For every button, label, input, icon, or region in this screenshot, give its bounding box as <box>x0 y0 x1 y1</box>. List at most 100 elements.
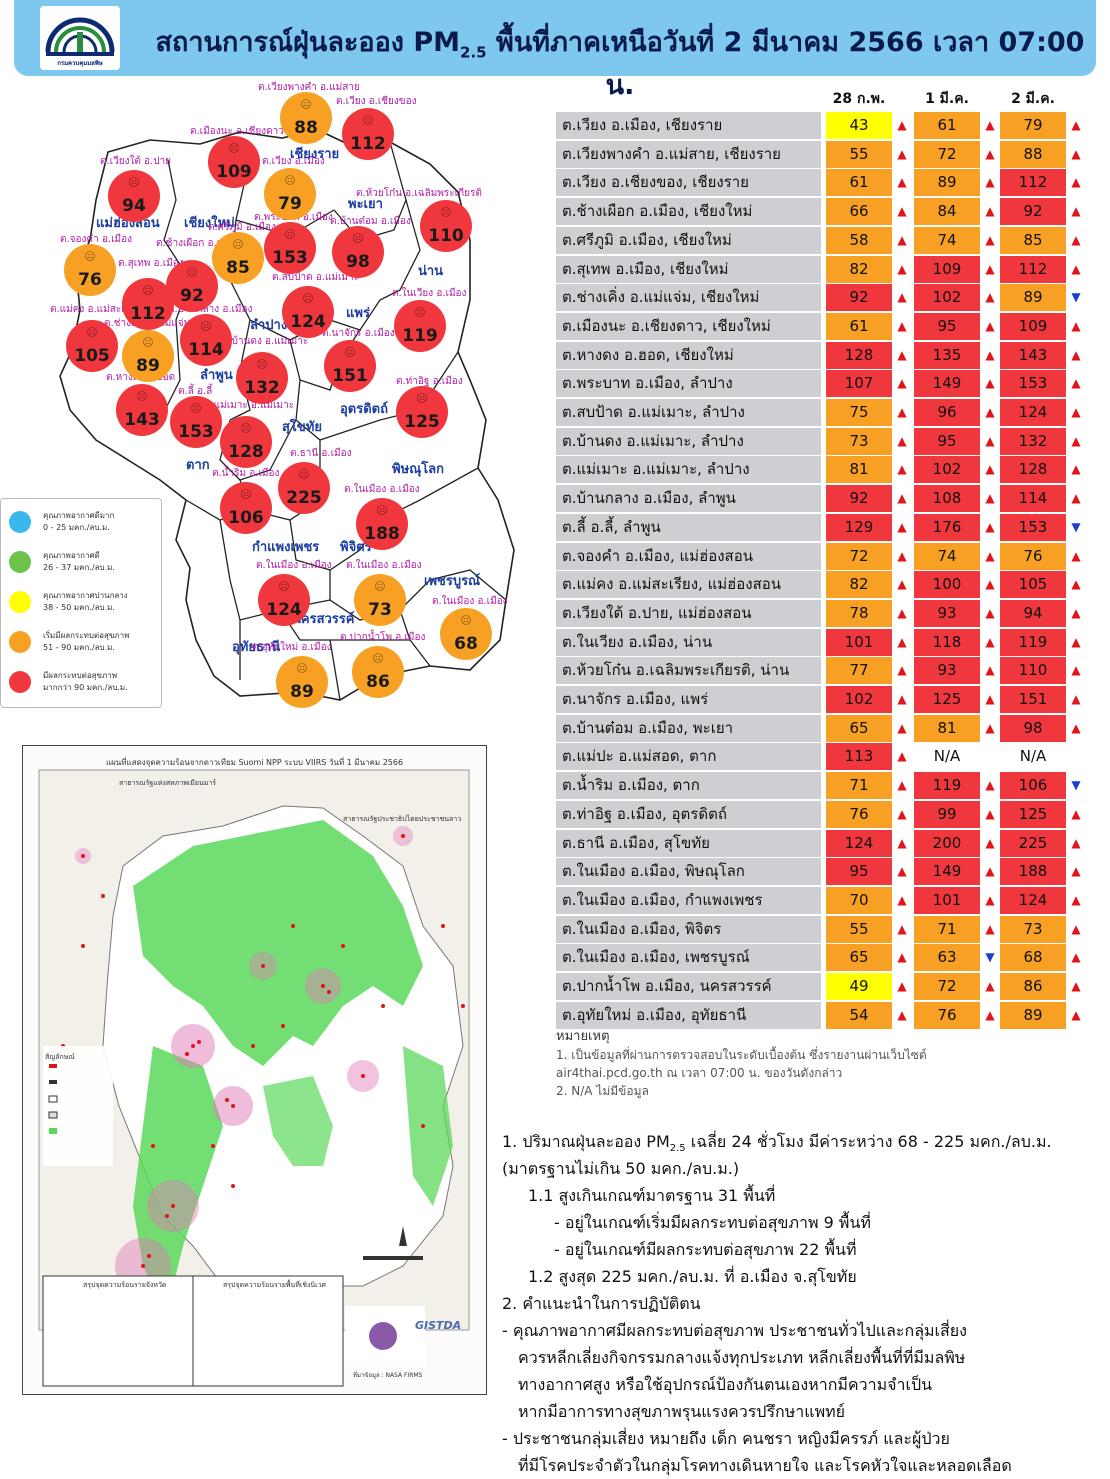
trend-up-icon: ▲ <box>897 979 907 993</box>
station-label: ต.เวียงใต้ อ.ปาย <box>100 156 172 167</box>
pm25-value: 149 <box>914 370 980 398</box>
table-row: ต.ช่างเคิ่ง อ.แม่แจ่ม, เชียงใหม่ 92 ▲ 102 ▲ 8… <box>556 284 1086 312</box>
pm25-value: 114 <box>1000 485 1066 513</box>
data-credit: ที่มาข้อมูล : NASA FIRMS <box>353 1372 423 1379</box>
trend-up-icon: ▲ <box>897 806 907 821</box>
pm25-value: 176 <box>914 513 980 541</box>
station-bubble: ☹ 89 <box>276 656 328 708</box>
trend-up-icon: ▲ <box>1071 577 1081 592</box>
pm25-value: 107 <box>826 370 892 398</box>
legend-item: คุณภาพอากาศดี 26 - 37 มคก./ลบ.ม. <box>9 549 159 579</box>
station-bubble: ☹ 119 <box>394 300 446 352</box>
pm25-value: 68 <box>1000 944 1066 972</box>
trend-up-icon: ▲ <box>897 146 907 161</box>
station-bubble: ☹ 85 <box>212 232 264 284</box>
pm25-value: 151 <box>1000 686 1066 713</box>
table-row: ต.อุทัยใหม่ อ.เมือง, อุทัยธานี 54 ▲ 76 ▲ 89 ▲ <box>556 1001 1086 1029</box>
province-label: ตาก <box>186 458 210 473</box>
pm25-value: 95 <box>914 427 980 455</box>
station-label: ต.จองคำ อ.เมือง <box>60 234 132 245</box>
summary-by-zone: สรุปจุดความร้อนรายพื้นที่เชิงนิเวศ <box>223 1281 326 1289</box>
note-1b: air4thai.pcd.go.th ณ เวลา 07:00 น. ของวั… <box>556 1066 843 1080</box>
trend-up-icon: ▲ <box>1071 433 1081 448</box>
pm25-value: 132 <box>1000 427 1066 455</box>
table-row: ต.ในเมือง อ.เมือง, พิจิตร 55 ▲ 71 ▲ 73 ▲ <box>556 915 1086 943</box>
table-row: ต.จองคำ อ.เมือง, แม่ฮ่องสอน 72 ▲ 74 ▲ 76 ▲ <box>556 542 1086 570</box>
station-name: ต.สุเทพ อ.เมือง, เชียงใหม่ <box>556 255 822 283</box>
station-name: ต.ช่างเคิ่ง อ.แม่แจ่ม, เชียงใหม่ <box>556 284 822 312</box>
province-label: เชียงใหม่ <box>184 216 235 231</box>
trend-up-icon: ▲ <box>985 921 995 936</box>
pm25-value: 81 <box>914 714 980 742</box>
pm25-value: 102 <box>826 686 892 713</box>
station-name: ต.เวียงใต้ อ.ปาย, แม่ฮ่องสอน <box>556 599 822 627</box>
pm25-value: N/A <box>914 743 980 771</box>
table-row: ต.ในเมือง อ.เมือง, กำแพงเพชร 70 ▲ 101 ▲ 124 ▲ <box>556 886 1086 914</box>
column-header: 1 มี.ค. <box>925 91 969 107</box>
table-row: ต.บ้านต๋อม อ.เมือง, พะเยา 65 ▲ 81 ▲ 98 ▲ <box>556 714 1086 742</box>
station-label: ต.ลี้ อ.ลี้ <box>178 386 213 397</box>
table-row: ต.ท่าอิฐ อ.เมือง, อุตรดิตถ์ 76 ▲ 99 ▲ 125 ▲ <box>556 800 1086 828</box>
station-bubble: ☹ 153 <box>264 222 316 274</box>
trend-up-icon: ▲ <box>1071 720 1081 735</box>
trend-down-icon: ▼ <box>1071 778 1081 793</box>
table-row: ต.บ้านกลาง อ.เมือง, ลำพูน 92 ▲ 108 ▲ 114 ▲ <box>556 485 1086 513</box>
station-bubble: ☹ 128 <box>220 416 272 468</box>
trend-up-icon: ▲ <box>1071 979 1081 993</box>
trend-up-icon: ▲ <box>985 806 995 821</box>
summary-by-province: สรุปจุดความร้อนรายจังหวัด <box>83 1281 167 1289</box>
station-label: ต.เมืองนะ อ.เชียงดาว <box>190 126 284 137</box>
trend-up-icon: ▲ <box>1071 491 1081 506</box>
table-row: ต.ช้างเผือก อ.เมือง, เชียงใหม่ 66 ▲ 84 ▲ 92 ▲ <box>556 198 1086 226</box>
table-row: ต.สบป้าด อ.แม่เมาะ, ลำปาง 75 ▲ 96 ▲ 124 ▲ <box>556 399 1086 426</box>
trend-up-icon: ▲ <box>897 347 907 362</box>
table-row: ต.ศรีภูมิ อ.เมือง, เชียงใหม่ 58 ▲ 74 ▲ 85 ▲ <box>556 226 1086 254</box>
summary-line: - คุณภาพอากาศมีผลกระทบต่อสุขภาพ ประชาชนท… <box>502 1321 967 1340</box>
legend-item: คุณภาพอากาศดีมาก 0 - 25 มคก./ลบ.ม. <box>9 509 159 539</box>
pm25-value: 102 <box>914 456 980 484</box>
station-name: ต.เมืองนะ อ.เชียงดาว, เชียงใหม่ <box>556 312 822 340</box>
page-title: สถานการณ์ฝุ่นละออง PM2.5 พื้นที่ภาคเหนือ… <box>155 27 1085 101</box>
station-name: ต.บ้านกลาง อ.เมือง, ลำพูน <box>556 485 822 513</box>
station-bubble: ☹ 94 <box>108 170 160 222</box>
station-name: ต.ลี้ อ.ลี้, ลำพูน <box>556 513 822 541</box>
trend-up-icon: ▲ <box>1071 1007 1081 1022</box>
pm25-value: 66 <box>826 198 892 226</box>
pm25-value: 153 <box>1000 370 1066 398</box>
province-label: กำแพงเพชร <box>252 540 320 555</box>
station-bubble: ☹ 76 <box>64 244 116 296</box>
table-row: ต.เวียง อ.เมือง, เชียงราย 43 ▲ 61 ▲ 79 ▲ <box>556 112 1086 139</box>
pcd-logo-icon <box>40 6 120 70</box>
trend-up-icon: ▲ <box>897 749 907 764</box>
pm25-value: 78 <box>826 599 892 627</box>
station-bubble: ☹ 124 <box>282 286 334 338</box>
hotspot-map-image: GISTDA <box>38 769 470 1387</box>
province-label: แพร่ <box>346 306 370 321</box>
legend-item: คุณภาพอากาศปานกลาง 38 - 50 มคก./ลบ.ม. <box>9 589 159 619</box>
province-label: สุโขทัย <box>282 420 322 435</box>
trend-down-icon: ▼ <box>985 950 995 965</box>
trend-up-icon: ▲ <box>985 405 995 419</box>
trend-up-icon: ▲ <box>897 261 907 276</box>
summary-line: ทางอากาศสูง หรือใช้อุปกรณ์ป้องกันตนเองหา… <box>518 1375 933 1394</box>
pm25-value: 92 <box>826 485 892 513</box>
trend-up-icon: ▲ <box>985 232 995 247</box>
pm25-value: 125 <box>914 686 980 713</box>
pm25-value: 89 <box>914 169 980 197</box>
trend-up-icon: ▲ <box>985 519 995 534</box>
province-label: น่าน <box>418 264 444 279</box>
station-name: ต.เวียงพางคำ อ.แม่สาย, เชียงราย <box>556 140 822 168</box>
station-bubble: ☹ 68 <box>440 608 492 660</box>
pm25-value: 153 <box>1000 513 1066 541</box>
pm25-value: 109 <box>914 255 980 283</box>
station-name: ต.ในเมือง อ.เมือง, เพชรบูรณ์ <box>556 944 822 972</box>
pm25-value: 128 <box>1000 456 1066 484</box>
map-label-laos: สาธารณรัฐประชาธิปไตยประชาชนลาว <box>343 815 462 823</box>
pm25-value: 88 <box>1000 140 1066 168</box>
trend-up-icon: ▲ <box>985 979 995 993</box>
trend-up-icon: ▲ <box>985 491 995 506</box>
trend-up-icon: ▲ <box>1071 806 1081 821</box>
trend-up-icon: ▲ <box>897 433 907 448</box>
station-name: ต.แม่คง อ.แม่สะเรียง, แม่ฮ่องสอน <box>556 571 822 599</box>
station-name: ต.เวียง อ.เมือง, เชียงราย <box>556 112 822 139</box>
